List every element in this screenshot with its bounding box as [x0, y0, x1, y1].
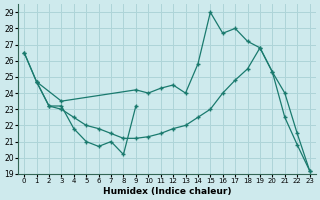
X-axis label: Humidex (Indice chaleur): Humidex (Indice chaleur)	[103, 187, 231, 196]
